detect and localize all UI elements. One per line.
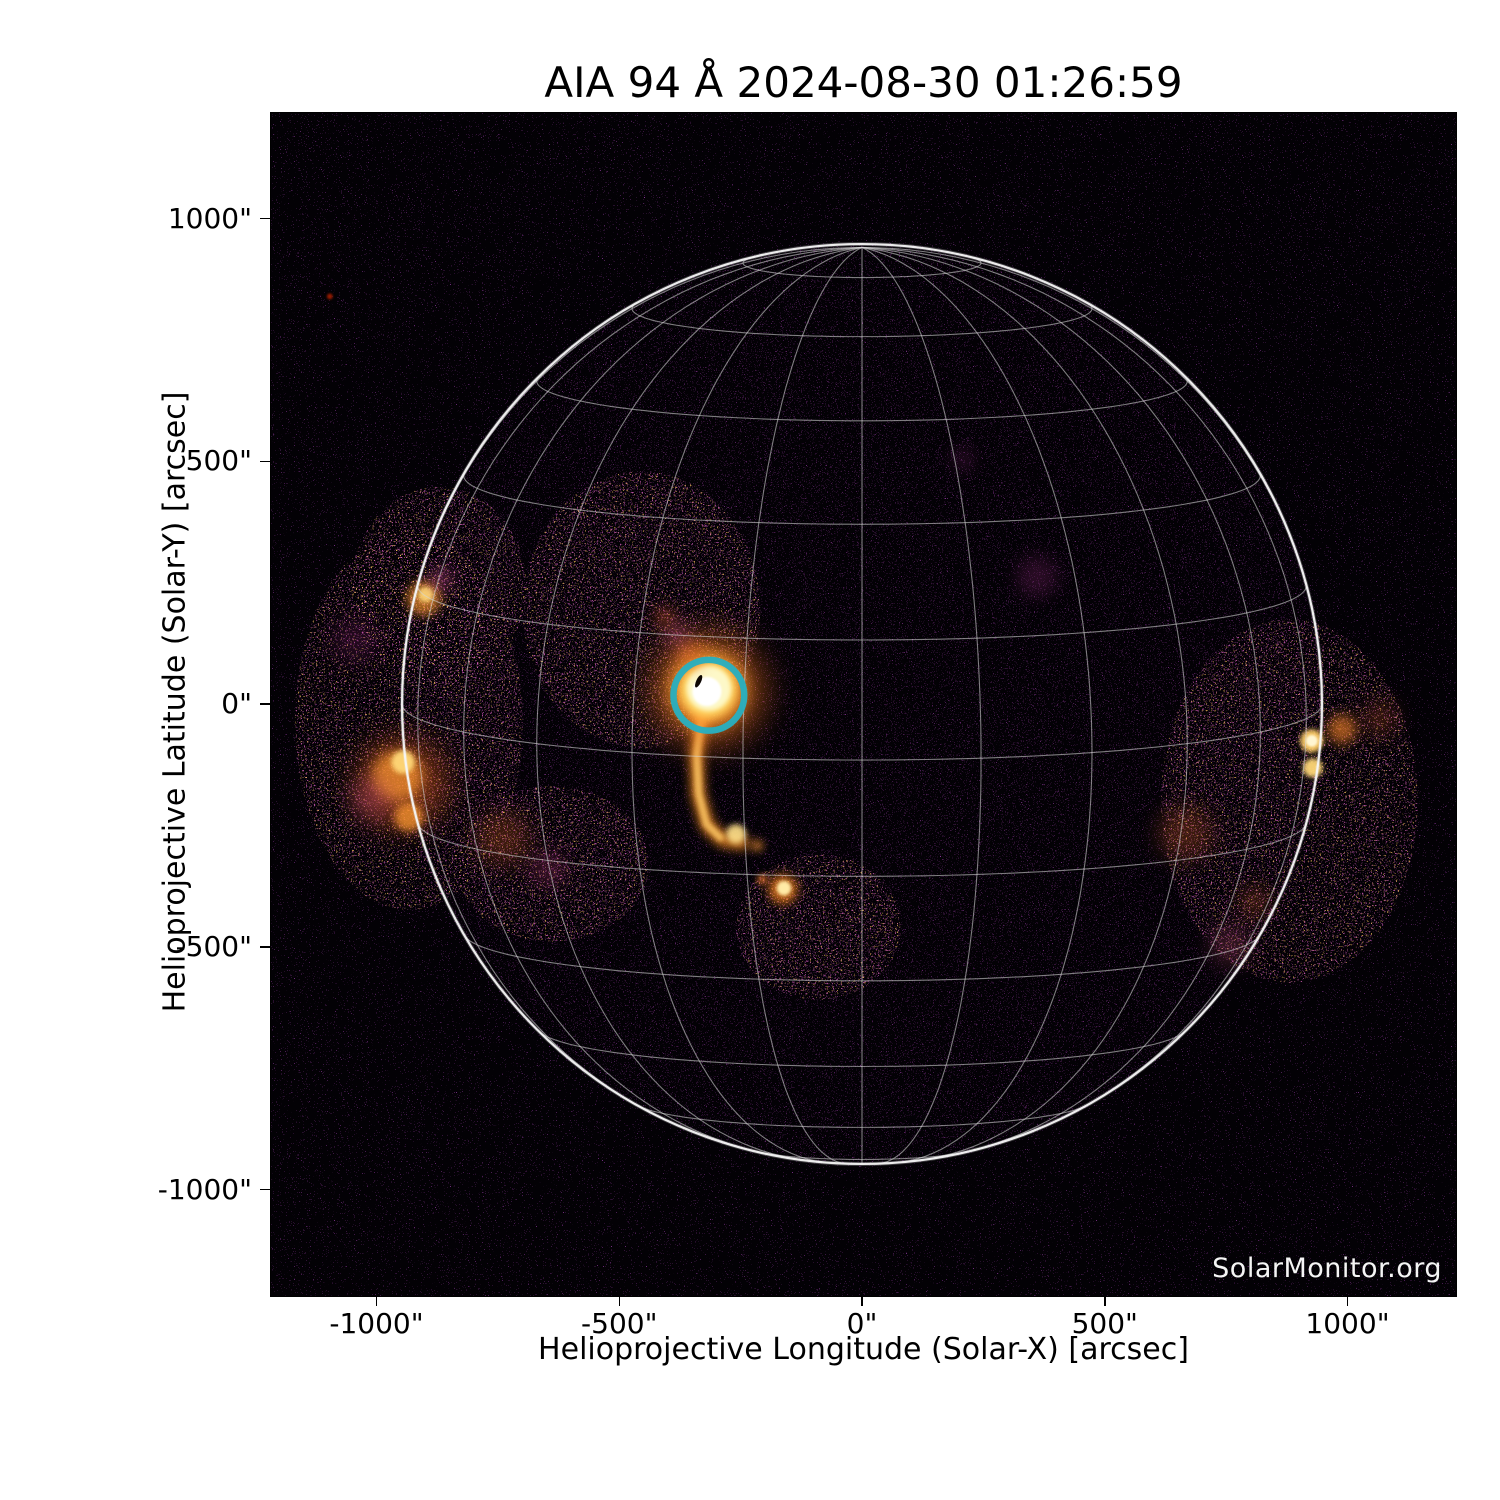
flare-marker-circle xyxy=(670,656,748,734)
ne-red-speck xyxy=(326,293,333,300)
parallel-line xyxy=(536,376,1188,422)
east-limb-ar-s xyxy=(394,802,424,832)
x-tick-label: 1000" xyxy=(1305,1307,1390,1340)
parallel-line xyxy=(463,474,1261,525)
east-limb-wisp xyxy=(351,778,392,819)
parallel-line xyxy=(401,705,1323,761)
nw-faint2 xyxy=(951,447,975,471)
y-tick-label: 500" xyxy=(185,444,252,478)
meridian-line xyxy=(861,246,982,1165)
y-tick-mark xyxy=(260,1188,270,1191)
west-limb-field-orange xyxy=(1161,619,1418,983)
meridian-line xyxy=(417,246,863,1122)
west-limb-bp1-core xyxy=(1305,735,1318,747)
parallel-line xyxy=(631,302,1093,338)
y-tick-mark xyxy=(260,460,270,462)
x-tick-mark xyxy=(375,1297,378,1306)
meridian-line xyxy=(861,246,1188,1160)
meridian-line xyxy=(463,246,863,1152)
plot-area: SolarMonitor.org xyxy=(270,112,1457,1297)
east-outer-wisp xyxy=(332,618,377,663)
y-tick-label: 1000" xyxy=(167,201,252,235)
y-tick-mark xyxy=(260,946,270,948)
parallel-line xyxy=(742,256,982,279)
y-tick-label: 0" xyxy=(221,687,252,720)
y-tick-label: -1000" xyxy=(157,1172,252,1206)
meridian-line xyxy=(631,246,863,1163)
meridian-line xyxy=(742,246,863,1165)
east-upper-knot xyxy=(418,586,434,603)
east-south-field-orange xyxy=(454,786,649,942)
parallel-line xyxy=(417,585,1307,641)
west-ar-s1 xyxy=(1158,806,1212,861)
x-tick-mark xyxy=(1104,1297,1106,1306)
south-bp-core xyxy=(776,880,792,896)
flare-dark-lane xyxy=(695,674,703,688)
meridian-line xyxy=(861,246,1261,1152)
parallel-line xyxy=(465,936,1259,982)
plume-hook xyxy=(726,824,746,844)
west-limb-wisp xyxy=(1363,702,1397,736)
x-tick-label: 0" xyxy=(846,1307,878,1340)
east-upper-tail xyxy=(428,566,454,592)
meridian-line xyxy=(536,246,863,1160)
south-bp-west xyxy=(756,874,768,885)
y-tick-mark xyxy=(260,217,270,220)
solar-disk-image xyxy=(271,113,1456,1296)
east-upper-field-orange xyxy=(351,486,527,686)
parallel-line xyxy=(756,1151,968,1161)
flare-annotation-circle xyxy=(670,656,748,734)
west-ar-s3 xyxy=(1239,886,1271,918)
x-tick-label: -1000" xyxy=(329,1307,424,1340)
plot-title: AIA 94 Å 2024-08-30 01:26:59 xyxy=(544,58,1183,107)
east-limb-ar-knot xyxy=(391,750,415,774)
x-tick-mark xyxy=(861,1297,863,1306)
x-tick-mark xyxy=(618,1297,620,1306)
x-tick-mark xyxy=(1346,1297,1349,1306)
x-tick-label: -500" xyxy=(581,1307,658,1340)
limb-circle xyxy=(400,242,1324,1166)
solar-limb xyxy=(400,242,1324,1166)
meridian-line xyxy=(861,246,1307,1122)
plume-tip xyxy=(751,839,764,852)
y-tick-label: -500" xyxy=(175,929,252,963)
flare-wisp-n2 xyxy=(663,621,689,647)
west-limb-streak xyxy=(1327,714,1357,744)
parallel-line xyxy=(539,1031,1185,1068)
parallel-line xyxy=(418,825,1306,877)
x-axis-label: Helioprojective Longitude (Solar-X) [arc… xyxy=(538,1332,1189,1367)
nw-faint1 xyxy=(1016,556,1058,597)
watermark: SolarMonitor.org xyxy=(1212,1253,1442,1284)
y-tick-mark xyxy=(260,703,270,705)
x-tick-label: 500" xyxy=(1071,1307,1138,1340)
meridian-line xyxy=(861,246,1093,1163)
parallel-line xyxy=(638,1105,1086,1128)
flare-wisp-n3 xyxy=(653,606,675,628)
